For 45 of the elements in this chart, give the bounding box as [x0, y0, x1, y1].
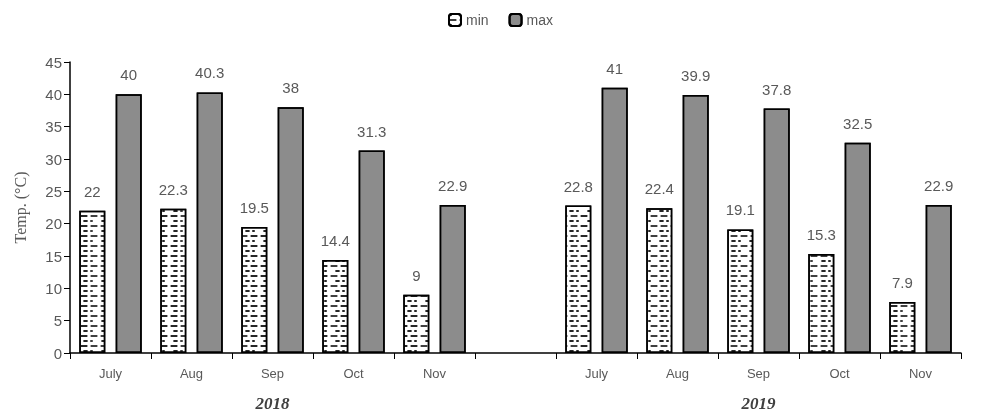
data-label: 22.3 [158, 180, 188, 198]
data-label: 19.5 [239, 198, 269, 216]
data-label: 22.9 [924, 176, 954, 194]
x-tick-label: July [98, 366, 123, 381]
data-label: 40.3 [195, 64, 225, 82]
legend-label: min [466, 12, 489, 28]
data-label: 40 [120, 66, 138, 84]
data-label: 37.8 [762, 80, 792, 98]
x-tick-label: Aug [179, 366, 204, 381]
x-tick-label: Aug [665, 366, 690, 381]
x-tick-label: Sep [746, 366, 771, 381]
y-tick-label: 45 [45, 53, 62, 71]
x-tick-label: Oct [343, 366, 364, 381]
data-label: 38 [282, 79, 300, 97]
data-label: 22.8 [563, 177, 593, 195]
y-tick-label: 25 [45, 182, 62, 200]
x-tick-label: Nov [422, 366, 447, 381]
y-tick-label: 40 [45, 85, 62, 103]
data-label: 9 [412, 266, 421, 284]
y-tick-label: 30 [45, 150, 62, 168]
text: 2019 [740, 394, 776, 413]
x-tick-label: Oct [829, 366, 850, 381]
legend-label: max [526, 12, 554, 28]
data-label: 19.1 [725, 201, 755, 219]
text: 2018 [254, 394, 290, 413]
data-label: 7.9 [891, 273, 913, 291]
data-label: 41 [606, 59, 624, 77]
data-label: 31.3 [357, 122, 387, 140]
data-label: 22.4 [644, 180, 674, 198]
x-tick-label: July [584, 366, 609, 381]
data-label: 15.3 [806, 226, 836, 244]
y-tick-label: 10 [45, 279, 62, 297]
y-axis-title: Temp. (°C) [11, 171, 30, 244]
y-tick-label: 15 [45, 247, 62, 265]
data-label: 39.9 [681, 66, 711, 84]
x-tick-label: Sep [260, 366, 285, 381]
y-tick-label: 5 [53, 312, 62, 330]
data-label: 14.4 [320, 231, 350, 249]
y-tick-label: 0 [53, 344, 62, 362]
data-label: 22.9 [438, 176, 468, 194]
data-label: 22 [83, 182, 101, 200]
y-tick-label: 35 [45, 118, 62, 136]
x-tick-label: Nov [908, 366, 933, 381]
y-tick-label: 20 [45, 215, 62, 233]
data-label: 32.5 [843, 114, 873, 132]
